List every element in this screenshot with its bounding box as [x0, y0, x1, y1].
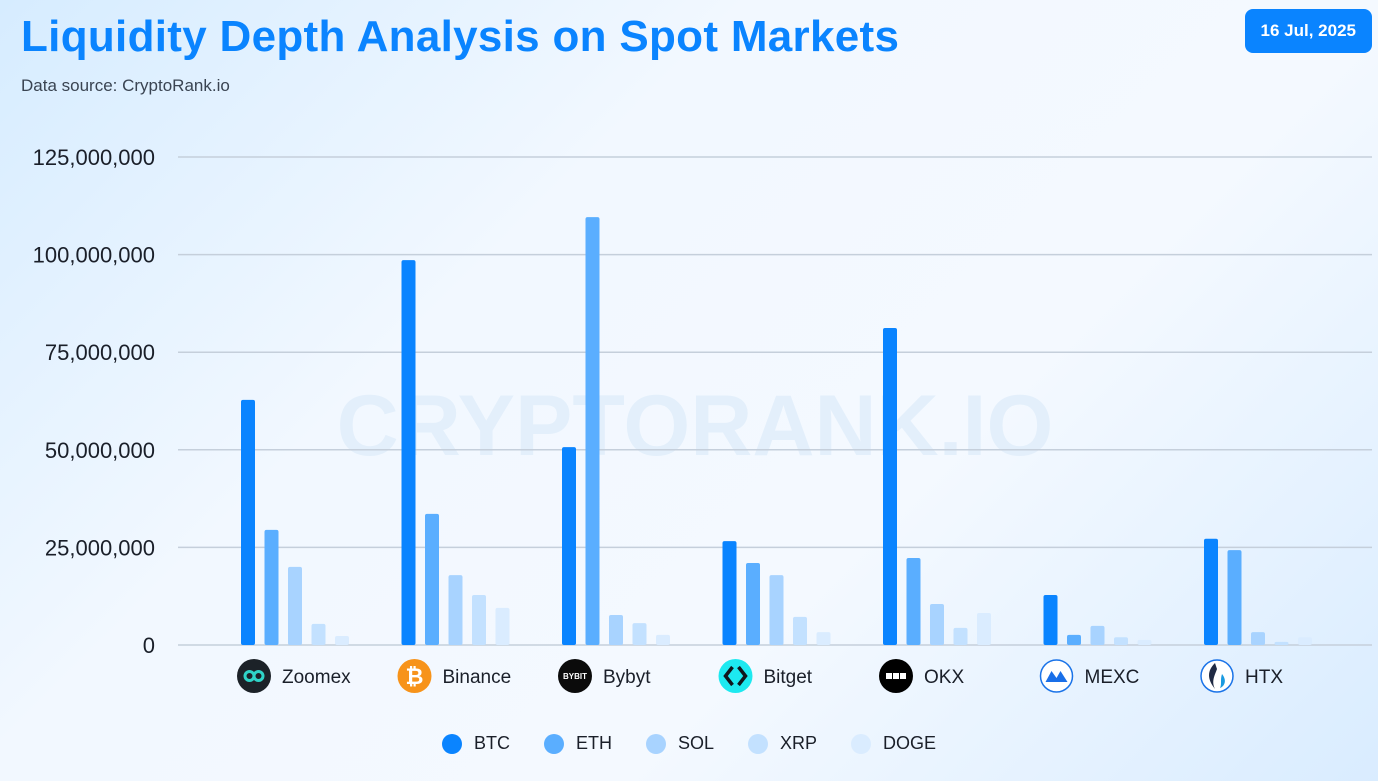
htx-logo-icon — [1200, 659, 1234, 693]
okx-logo-icon — [879, 659, 913, 693]
bar-group-zoomex — [241, 399, 349, 645]
bar-doge-okx — [977, 612, 991, 645]
bar-group-okx — [883, 327, 991, 645]
bar-eth-bitget — [746, 563, 760, 645]
legend-item-eth[interactable]: ETH — [543, 733, 612, 754]
bar-group-bitget — [722, 541, 831, 645]
x-tick-label: Binance — [443, 667, 512, 688]
bar-doge-bybyt — [656, 634, 670, 645]
bar-btc-bybyt — [562, 447, 576, 645]
bar-doge-binance — [495, 607, 510, 645]
bar-doge-zoomex — [335, 636, 349, 645]
bar-xrp-zoomex — [311, 623, 326, 645]
y-tick-label: 0 — [143, 633, 155, 658]
legend-swatch — [645, 733, 666, 754]
bybit-logo-icon: BYBIT — [558, 659, 592, 693]
y-tick-label: 100,000,000 — [33, 243, 155, 268]
bar-eth-okx — [906, 557, 921, 645]
bar-sol-zoomex — [288, 566, 302, 645]
legend-item-sol[interactable]: SOL — [645, 733, 714, 754]
bar-eth-zoomex — [264, 529, 279, 645]
bar-btc-zoomex — [241, 399, 255, 645]
bar-xrp-okx — [953, 627, 968, 645]
legend-swatch — [543, 733, 564, 754]
bar-btc-mexc — [1043, 595, 1058, 645]
bar-xrp-binance — [472, 595, 486, 645]
data-source: Data source: CryptoRank.io — [21, 76, 230, 95]
legend-item-xrp[interactable]: XRP — [748, 733, 817, 754]
mexc-logo-icon — [1039, 659, 1074, 693]
bar-eth-binance — [425, 513, 439, 645]
bar-eth-mexc — [1067, 634, 1081, 645]
bar-sol-okx — [930, 604, 944, 645]
bar-xrp-bitget — [793, 616, 807, 645]
legend-label: SOL — [677, 733, 714, 753]
y-tick-label: 75,000,000 — [45, 340, 155, 365]
bar-doge-mexc — [1137, 639, 1152, 645]
bar-doge-bitget — [816, 632, 831, 645]
legend-label: DOGE — [883, 733, 937, 753]
svg-text:₿: ₿ — [406, 664, 424, 689]
x-tick-label: MEXC — [1085, 667, 1140, 688]
page-title: Liquidity Depth Analysis on Spot Markets — [21, 12, 900, 61]
bar-sol-htx — [1251, 632, 1265, 645]
bar-btc-bitget — [722, 541, 737, 645]
bar-sol-mexc — [1090, 625, 1105, 645]
bar-sol-bybyt — [609, 614, 623, 645]
bar-eth-htx — [1227, 550, 1242, 645]
bar-xrp-mexc — [1114, 637, 1128, 645]
legend-swatch — [851, 733, 872, 754]
legend-swatch — [441, 733, 462, 754]
watermark: CRYPTORANK.IO — [337, 378, 1054, 474]
zoomex-logo-icon — [237, 659, 271, 693]
x-tick-label: Zoomex — [282, 667, 351, 688]
bar-group-bybyt — [562, 217, 670, 646]
bar-eth-bybyt — [585, 217, 600, 646]
bar-btc-okx — [883, 327, 897, 645]
bar-sol-bitget — [769, 575, 784, 645]
y-tick-label: 50,000,000 — [45, 438, 155, 463]
x-tick-label: OKX — [924, 667, 964, 688]
bar-doge-htx — [1298, 637, 1312, 645]
binance-logo-icon: ₿ — [397, 659, 432, 693]
bar-btc-binance — [401, 260, 416, 645]
x-tick-label: HTX — [1245, 667, 1283, 688]
legend-item-btc[interactable]: BTC — [441, 733, 510, 754]
y-tick-label: 25,000,000 — [45, 535, 155, 560]
legend-swatch — [748, 733, 768, 754]
bar-group-mexc — [1043, 595, 1152, 645]
bar-sol-binance — [448, 575, 463, 645]
date-badge: 16 Jul, 2025 — [1244, 9, 1372, 53]
x-tick-label: Bitget — [764, 667, 813, 688]
bar-group-htx — [1204, 538, 1312, 645]
bar-group-binance — [401, 260, 510, 645]
x-tick-label: Bybyt — [603, 667, 651, 688]
bitget-logo-icon — [718, 659, 753, 693]
y-tick-label: 125,000,000 — [33, 145, 155, 170]
svg-text:BYBIT: BYBIT — [563, 672, 587, 681]
legend: BTC ETH SOL XRP DOGE — [0, 733, 1378, 754]
legend-label: XRP — [780, 733, 818, 753]
bar-xrp-bybyt — [632, 623, 647, 645]
bar-xrp-htx — [1274, 641, 1289, 645]
legend-item-doge[interactable]: DOGE — [851, 733, 936, 754]
legend-label: ETH — [575, 733, 612, 753]
legend-label: BTC — [473, 733, 510, 753]
bar-btc-htx — [1204, 538, 1218, 645]
